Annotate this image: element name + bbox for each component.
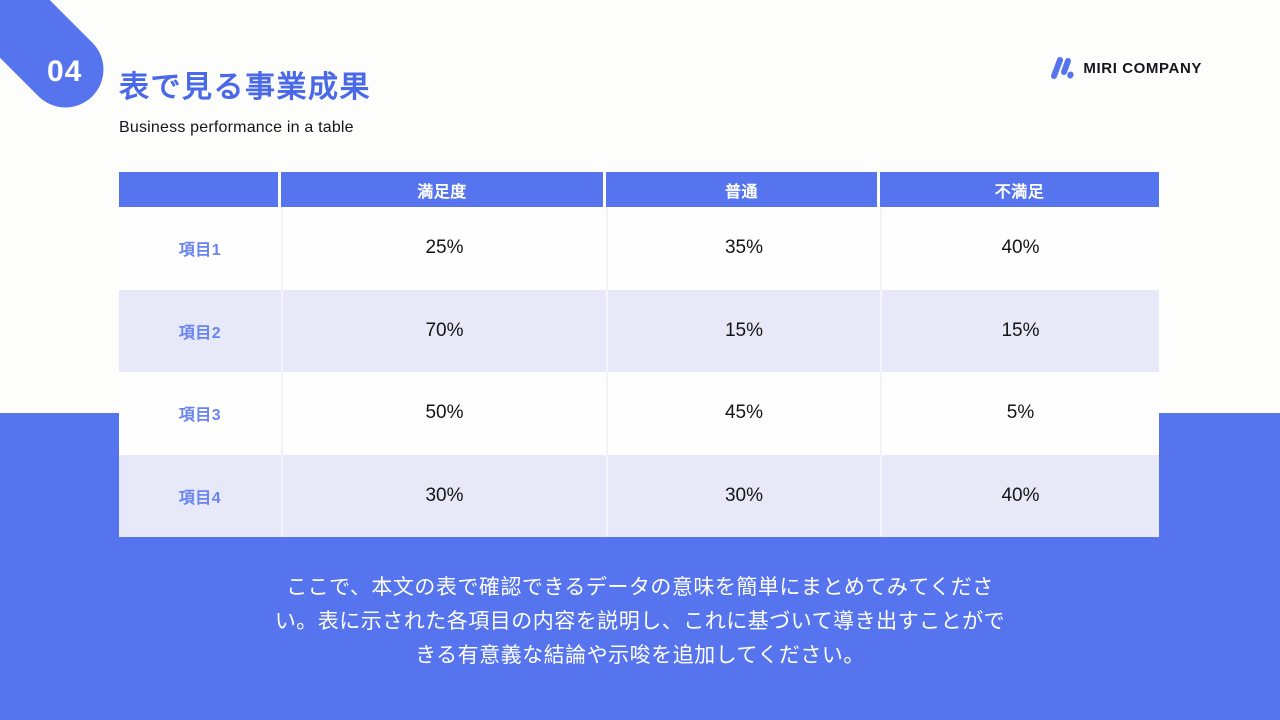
table-cell: 25% <box>281 207 606 290</box>
table-cell: 40% <box>880 207 1159 290</box>
table-cell: 45% <box>606 372 880 455</box>
column-header-dissatisfied: 不満足 <box>880 172 1159 207</box>
note-line: ここで、本文の表で確認できるデータの意味を簡単にまとめてみてくださ <box>286 576 994 599</box>
note-line: い。表に示された各項目の内容を説明し、これに基づいて導き出すことがで <box>274 610 1006 633</box>
table-row-3: 項目3 50% 45% 5% <box>119 372 1159 455</box>
table-cell: 40% <box>880 454 1159 537</box>
column-header-satisfied: 満足度 <box>281 172 606 207</box>
results-table: 満足度 普通 不満足 項目1 25% 35% 40% 項目2 70% 15% 1… <box>119 172 1159 537</box>
table-header-row: 満足度 普通 不満足 <box>119 172 1159 207</box>
row-label: 項目1 <box>178 242 222 260</box>
slide-subtitle: Business performance in a table <box>119 119 354 136</box>
table-row-2: 項目2 70% 15% 15% <box>119 289 1159 372</box>
note-text: ここで、本文の表で確認できるデータの意味を簡単にまとめてみてくださ い。表に示さ… <box>0 571 1280 673</box>
table-cell: 15% <box>880 289 1159 372</box>
table-cell: 5% <box>880 372 1159 455</box>
note-line: きる有意義な結論や示唆を追加してください。 <box>415 644 865 667</box>
company-logo: MIRI COMPANY <box>1047 56 1202 80</box>
table-cell: 50% <box>281 372 606 455</box>
column-header-empty <box>119 172 281 207</box>
logo-mark-icon <box>1047 56 1075 80</box>
row-label: 項目2 <box>178 324 222 342</box>
table-cell: 35% <box>606 207 880 290</box>
table-row-1: 項目1 25% 35% 40% <box>119 207 1159 290</box>
table-cell: 30% <box>281 454 606 537</box>
table-row-4: 項目4 30% 30% 40% <box>119 454 1159 537</box>
slide-header: 表で見る事業成果 Business performance in a table <box>119 62 371 137</box>
table-cell: 30% <box>606 454 880 537</box>
row-label: 項目4 <box>178 489 222 507</box>
row-label: 項目3 <box>178 407 222 425</box>
logo-text: MIRI COMPANY <box>1083 59 1202 77</box>
table-cell: 15% <box>606 289 880 372</box>
table-cell: 70% <box>281 289 606 372</box>
column-header-neutral: 普通 <box>606 172 880 207</box>
slide-title: 表で見る事業成果 <box>119 71 371 104</box>
page-number: 04 <box>47 55 83 88</box>
